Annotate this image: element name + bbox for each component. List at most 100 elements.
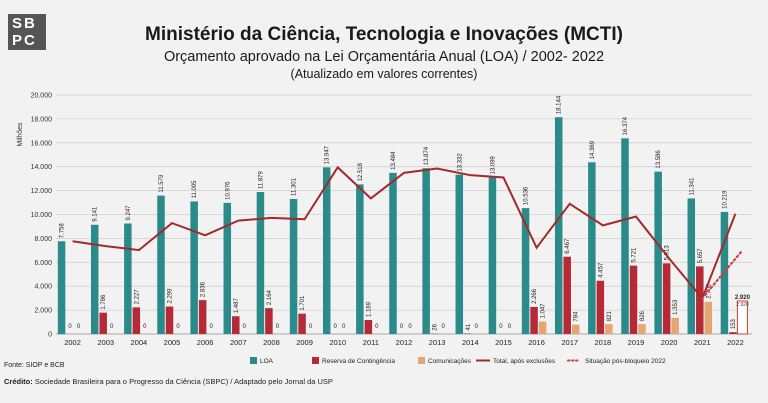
chart-subtitle: Orçamento aprovado na Lei Orçamentária A… <box>163 49 605 65</box>
sbpc-logo: SB PC <box>8 14 46 50</box>
series-line-situacao <box>701 250 743 300</box>
bar-label: 0 <box>508 324 512 330</box>
bar-reserva <box>265 308 273 334</box>
x-tick-label: 2013 <box>429 338 446 347</box>
source-note: Fonte: SIOP e BCB <box>4 362 65 369</box>
bar-label: 0 <box>176 324 180 330</box>
bar-reserva <box>696 266 704 334</box>
bar-comunicacoes <box>704 301 713 334</box>
bar-label: 0 <box>400 324 404 330</box>
bar-reserva <box>563 256 571 334</box>
bar-loa <box>289 198 298 334</box>
bar-reserva <box>99 312 107 334</box>
series-line-total <box>72 165 737 301</box>
bar-loa <box>455 174 464 334</box>
bar-reserva <box>662 263 671 334</box>
bar-loa <box>57 241 66 334</box>
bar-label: 7.758 <box>60 223 66 239</box>
bar-label: 0 <box>309 324 313 330</box>
x-tick-label: 2022 <box>727 338 744 347</box>
annotation-label: 2.920 <box>736 302 749 308</box>
credit-text: Sociedade Brasileira para o Progresso da… <box>34 377 333 386</box>
bar-label: 26 <box>433 323 439 330</box>
bar-loa <box>90 224 99 334</box>
bar-label: 41 <box>466 323 472 330</box>
x-tick-label: 2016 <box>528 338 545 347</box>
bar-label: 2.836 <box>201 281 207 297</box>
x-tick-label: 2021 <box>694 338 711 347</box>
x-tick-label: 2012 <box>396 338 413 347</box>
chart-note: (Atualizado em valores correntes) <box>290 67 478 81</box>
y-tick-label: 10.000 <box>31 212 53 219</box>
bar-label: 5.913 <box>665 245 671 261</box>
bar-loa <box>588 162 596 334</box>
bar-label: 6.467 <box>565 238 571 254</box>
x-tick-label: 2011 <box>363 338 379 347</box>
bar-reserva <box>298 313 306 334</box>
legend-label: Comunicações <box>428 358 472 365</box>
bar-reserva <box>232 316 240 334</box>
credit-label: Crédito: <box>4 377 33 386</box>
bar-loa <box>687 198 696 334</box>
bar-label: 11.095 <box>192 180 198 199</box>
chart-title: Ministério da Ciência, Tecnologia e Inov… <box>145 24 623 45</box>
x-tick-label: 2018 <box>595 338 612 347</box>
bar-reserva <box>596 280 605 334</box>
bar-loa <box>223 202 232 334</box>
x-tick-label: 2009 <box>296 338 313 347</box>
bar-reserva <box>364 320 373 334</box>
bar-label: 0 <box>209 324 213 330</box>
bar-label: 13.586 <box>656 150 662 169</box>
bar-label: 1.487 <box>234 298 240 314</box>
x-tick-label: 2015 <box>495 338 512 347</box>
annotation-box <box>736 300 748 335</box>
bar-comunicacoes <box>538 321 547 334</box>
bar-label: 1.786 <box>101 294 107 310</box>
x-tick-label: 2004 <box>131 338 148 347</box>
y-tick-label: 0 <box>48 332 52 339</box>
bar-label: 11.301 <box>292 177 298 196</box>
y-tick-label: 8.000 <box>34 236 52 243</box>
y-tick-label: 4.000 <box>34 284 52 291</box>
bar-label: 0 <box>276 324 280 330</box>
bar-label: 784 <box>574 311 580 322</box>
x-tick-label: 2010 <box>329 338 346 347</box>
bar-reserva <box>530 306 538 334</box>
bar-label: 10.536 <box>524 186 530 205</box>
bar-label: 13.947 <box>325 145 331 164</box>
bar-label: 16.374 <box>623 116 629 135</box>
bar-label: 11.879 <box>258 170 264 189</box>
y-tick-label: 14.000 <box>31 164 53 171</box>
legend-label: LOA <box>260 358 274 365</box>
bar-label: 0 <box>441 324 445 330</box>
bar-loa <box>322 167 331 334</box>
bar-label: 0 <box>110 324 114 330</box>
bar-comunicacoes <box>571 324 580 334</box>
x-tick-label: 2020 <box>661 338 678 347</box>
bar-label: 9.247 <box>126 205 132 221</box>
bar-label: 13.874 <box>424 146 430 165</box>
bar-label: 2.299 <box>168 288 174 304</box>
bar-label: 10.976 <box>225 181 231 200</box>
x-tick-label: 2006 <box>197 338 214 347</box>
bar-comunicacoes <box>638 324 646 334</box>
bar-reserva <box>629 265 638 334</box>
bar-loa <box>124 223 132 334</box>
bar-label: 0 <box>334 324 338 330</box>
y-tick-label: 20.000 <box>31 93 53 100</box>
bar-loa <box>654 171 662 334</box>
bar-label: 826 <box>640 310 646 321</box>
x-tick-label: 2003 <box>97 338 114 347</box>
bar-loa <box>157 195 165 334</box>
bar-loa <box>521 208 530 334</box>
bar-label: 0 <box>243 324 247 330</box>
bar-label: 0 <box>143 324 147 330</box>
bar-loa <box>422 168 430 334</box>
bar-comunicacoes <box>605 324 613 334</box>
y-tick-label: 12.000 <box>31 188 53 195</box>
bar-label: 12.518 <box>358 162 364 181</box>
credit-note: Crédito: Sociedade Brasileira para o Pro… <box>4 377 333 386</box>
x-tick-label: 2008 <box>263 338 280 347</box>
bar-label: 821 <box>607 311 613 322</box>
y-tick-label: 2.000 <box>34 308 52 315</box>
